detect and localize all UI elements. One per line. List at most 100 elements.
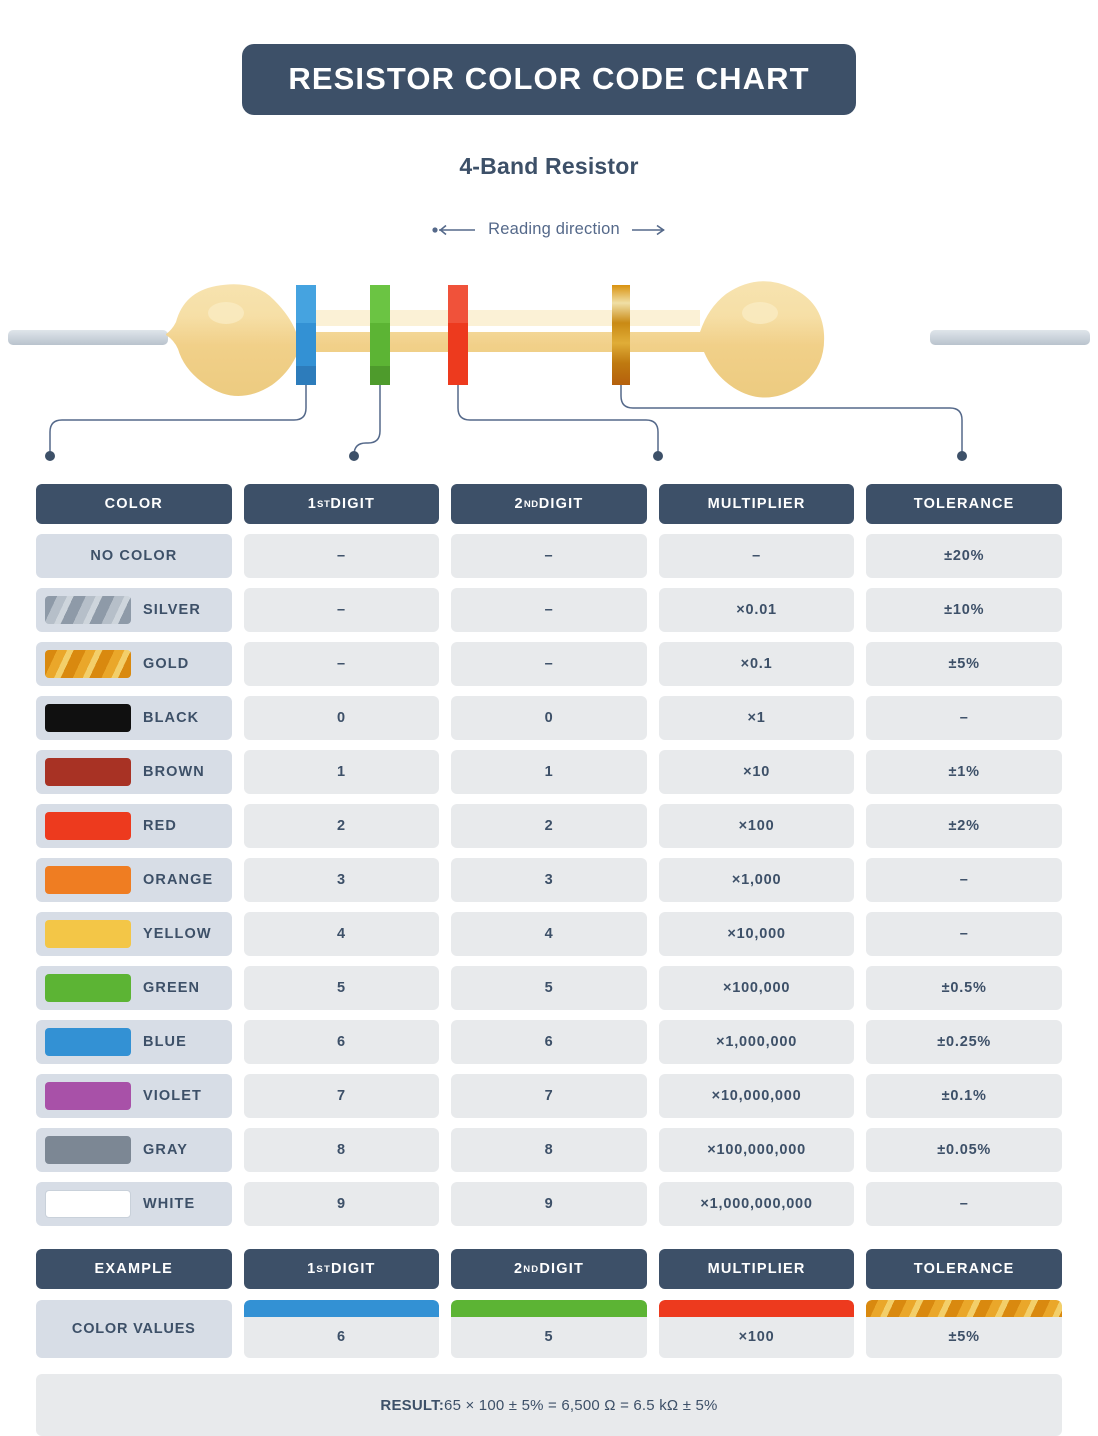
- resistor-sheen: [296, 310, 700, 326]
- example-header-first-digit-sup: ST: [316, 1263, 331, 1275]
- second-digit-cell: 5: [451, 966, 647, 1010]
- leader-line-3: [457, 385, 659, 454]
- first-digit-cell: 9: [243, 1182, 440, 1226]
- leader-dot-2: [349, 451, 359, 461]
- color-code-table: COLOR 1 ST DIGIT 2 ND DIGIT MULTIPLIER TOL…: [0, 484, 1098, 1226]
- multiplier-cell: ×10: [658, 750, 855, 794]
- example-header-tolerance: TOLERANCE: [866, 1249, 1062, 1289]
- header-second-digit: 2 ND DIGIT: [451, 484, 647, 524]
- first-digit-cell: 1: [243, 750, 440, 794]
- table-row: BLUE 6 6 ×1,000,000 ±0.25%: [36, 1020, 1062, 1064]
- resistor-highlight-right: [742, 302, 778, 324]
- color-swatch-black: [45, 704, 131, 732]
- multiplier-cell: ×100,000: [658, 966, 855, 1010]
- color-cell-green: GREEN: [36, 966, 232, 1010]
- tolerance-cell: –: [866, 858, 1062, 902]
- color-cell-violet: VIOLET: [36, 1074, 232, 1118]
- example-header-first-digit-rest: DIGIT: [330, 1261, 376, 1277]
- example-header-first-digit: 1 ST DIGIT: [243, 1249, 440, 1289]
- second-digit-cell: 2: [451, 804, 647, 848]
- resistor-band-3-red-light: [448, 285, 468, 323]
- example-second-digit-value: 5: [544, 1329, 554, 1345]
- color-swatch-white: [45, 1190, 131, 1218]
- example-first-digit-value: 6: [336, 1329, 346, 1345]
- second-digit-cell: –: [451, 642, 647, 686]
- table-row: GOLD – – ×0.1 ±5%: [36, 642, 1062, 686]
- example-second-digit-color-bar: [451, 1300, 647, 1317]
- header-second-digit-num: 2: [514, 496, 524, 512]
- first-digit-cell: –: [243, 534, 440, 578]
- example-multiplier-color-bar: [658, 1300, 855, 1317]
- example-row-label: COLOR VALUES: [36, 1300, 232, 1358]
- example-values-row: COLOR VALUES 6 5 ×100 ±5%: [36, 1300, 1062, 1358]
- resistor-illustration-area: [0, 248, 1098, 484]
- resistor-band-2-green-light: [370, 285, 390, 323]
- tolerance-cell: ±0.1%: [866, 1074, 1062, 1118]
- example-multiplier-value: ×100: [738, 1329, 775, 1345]
- color-swatch-brown: [45, 758, 131, 786]
- first-digit-cell: 7: [243, 1074, 440, 1118]
- multiplier-cell: ×10,000: [658, 912, 855, 956]
- table-header-row: COLOR 1 ST DIGIT 2 ND DIGIT MULTIPLIER TOL…: [36, 484, 1062, 524]
- table-row: WHITE 9 9 ×1,000,000,000–: [36, 1182, 1062, 1226]
- resistor-body: [166, 281, 825, 398]
- color-name-label: NO COLOR: [90, 548, 178, 564]
- arrow-left-icon: [432, 224, 476, 235]
- second-digit-cell: 7: [451, 1074, 647, 1118]
- table-body: NO COLOR – – – ±20% SILVER – – ×0.01 ±10% GOLD – – ×0…: [36, 534, 1062, 1226]
- tolerance-cell: ±0.5%: [866, 966, 1062, 1010]
- color-name-label: VIOLET: [143, 1088, 202, 1104]
- color-cell-white: WHITE: [36, 1182, 232, 1226]
- reading-direction: Reading direction: [0, 220, 1098, 242]
- color-name-label: RED: [143, 818, 177, 834]
- header-tolerance: TOLERANCE: [866, 484, 1062, 524]
- color-cell-no-color: NO COLOR: [36, 534, 232, 578]
- header-first-digit-num: 1: [307, 496, 318, 512]
- first-digit-cell: 6: [243, 1020, 440, 1064]
- first-digit-cell: 8: [243, 1128, 440, 1172]
- leader-line-4: [620, 385, 963, 454]
- leader-dots: [45, 451, 967, 461]
- multiplier-cell: ×0.01: [658, 588, 855, 632]
- multiplier-cell: ×100,000,000: [658, 1128, 855, 1172]
- leader-lines: [49, 385, 963, 456]
- example-section: EXAMPLE 1 ST DIGIT 2 ND DIGIT MULTIPLIER T…: [0, 1249, 1098, 1436]
- color-swatch-silver: [45, 596, 131, 624]
- second-digit-cell: 4: [451, 912, 647, 956]
- second-digit-cell: –: [451, 534, 647, 578]
- color-name-label: WHITE: [143, 1196, 196, 1212]
- second-digit-cell: 1: [451, 750, 647, 794]
- color-swatch-gray: [45, 1136, 131, 1164]
- resistor-diagram: [8, 281, 1090, 461]
- example-first-digit-cell: 6: [243, 1300, 440, 1358]
- table-row: YELLOW 4 4 ×10,000–: [36, 912, 1062, 956]
- color-swatch-orange: [45, 866, 131, 894]
- header-second-digit-sup: ND: [523, 498, 539, 510]
- color-name-label: YELLOW: [143, 926, 212, 942]
- example-header-multiplier: MULTIPLIER: [658, 1249, 855, 1289]
- second-digit-cell: 6: [451, 1020, 647, 1064]
- tolerance-cell: –: [866, 1182, 1062, 1226]
- subtitle: 4-Band Resistor: [459, 153, 639, 179]
- result-label: RESULT:: [380, 1396, 445, 1414]
- resistor-highlight-left: [208, 302, 244, 324]
- color-name-label: SILVER: [143, 602, 201, 618]
- first-digit-cell: 4: [243, 912, 440, 956]
- page-title: RESISTOR COLOR CODE CHART: [242, 44, 856, 115]
- color-swatch-violet: [45, 1082, 131, 1110]
- table-row: BROWN 1 1 ×10 ±1%: [36, 750, 1062, 794]
- example-header-second-digit-num: 2: [513, 1261, 524, 1277]
- tolerance-cell: ±5%: [866, 642, 1062, 686]
- color-swatch-red: [45, 812, 131, 840]
- result-bar: RESULT: 65 × 100 ± 5% = 6,500 Ω = 6.5 kΩ…: [36, 1374, 1062, 1436]
- header-first-digit-sup: ST: [317, 498, 331, 510]
- example-tolerance-color-bar: [866, 1300, 1062, 1317]
- first-digit-cell: 5: [243, 966, 440, 1010]
- tolerance-cell: ±10%: [866, 588, 1062, 632]
- color-cell-yellow: YELLOW: [36, 912, 232, 956]
- multiplier-cell: ×0.1: [658, 642, 855, 686]
- table-row: ORANGE 3 3 ×1,000–: [36, 858, 1062, 902]
- example-tolerance-cell: ±5%: [866, 1300, 1062, 1358]
- color-cell-brown: BROWN: [36, 750, 232, 794]
